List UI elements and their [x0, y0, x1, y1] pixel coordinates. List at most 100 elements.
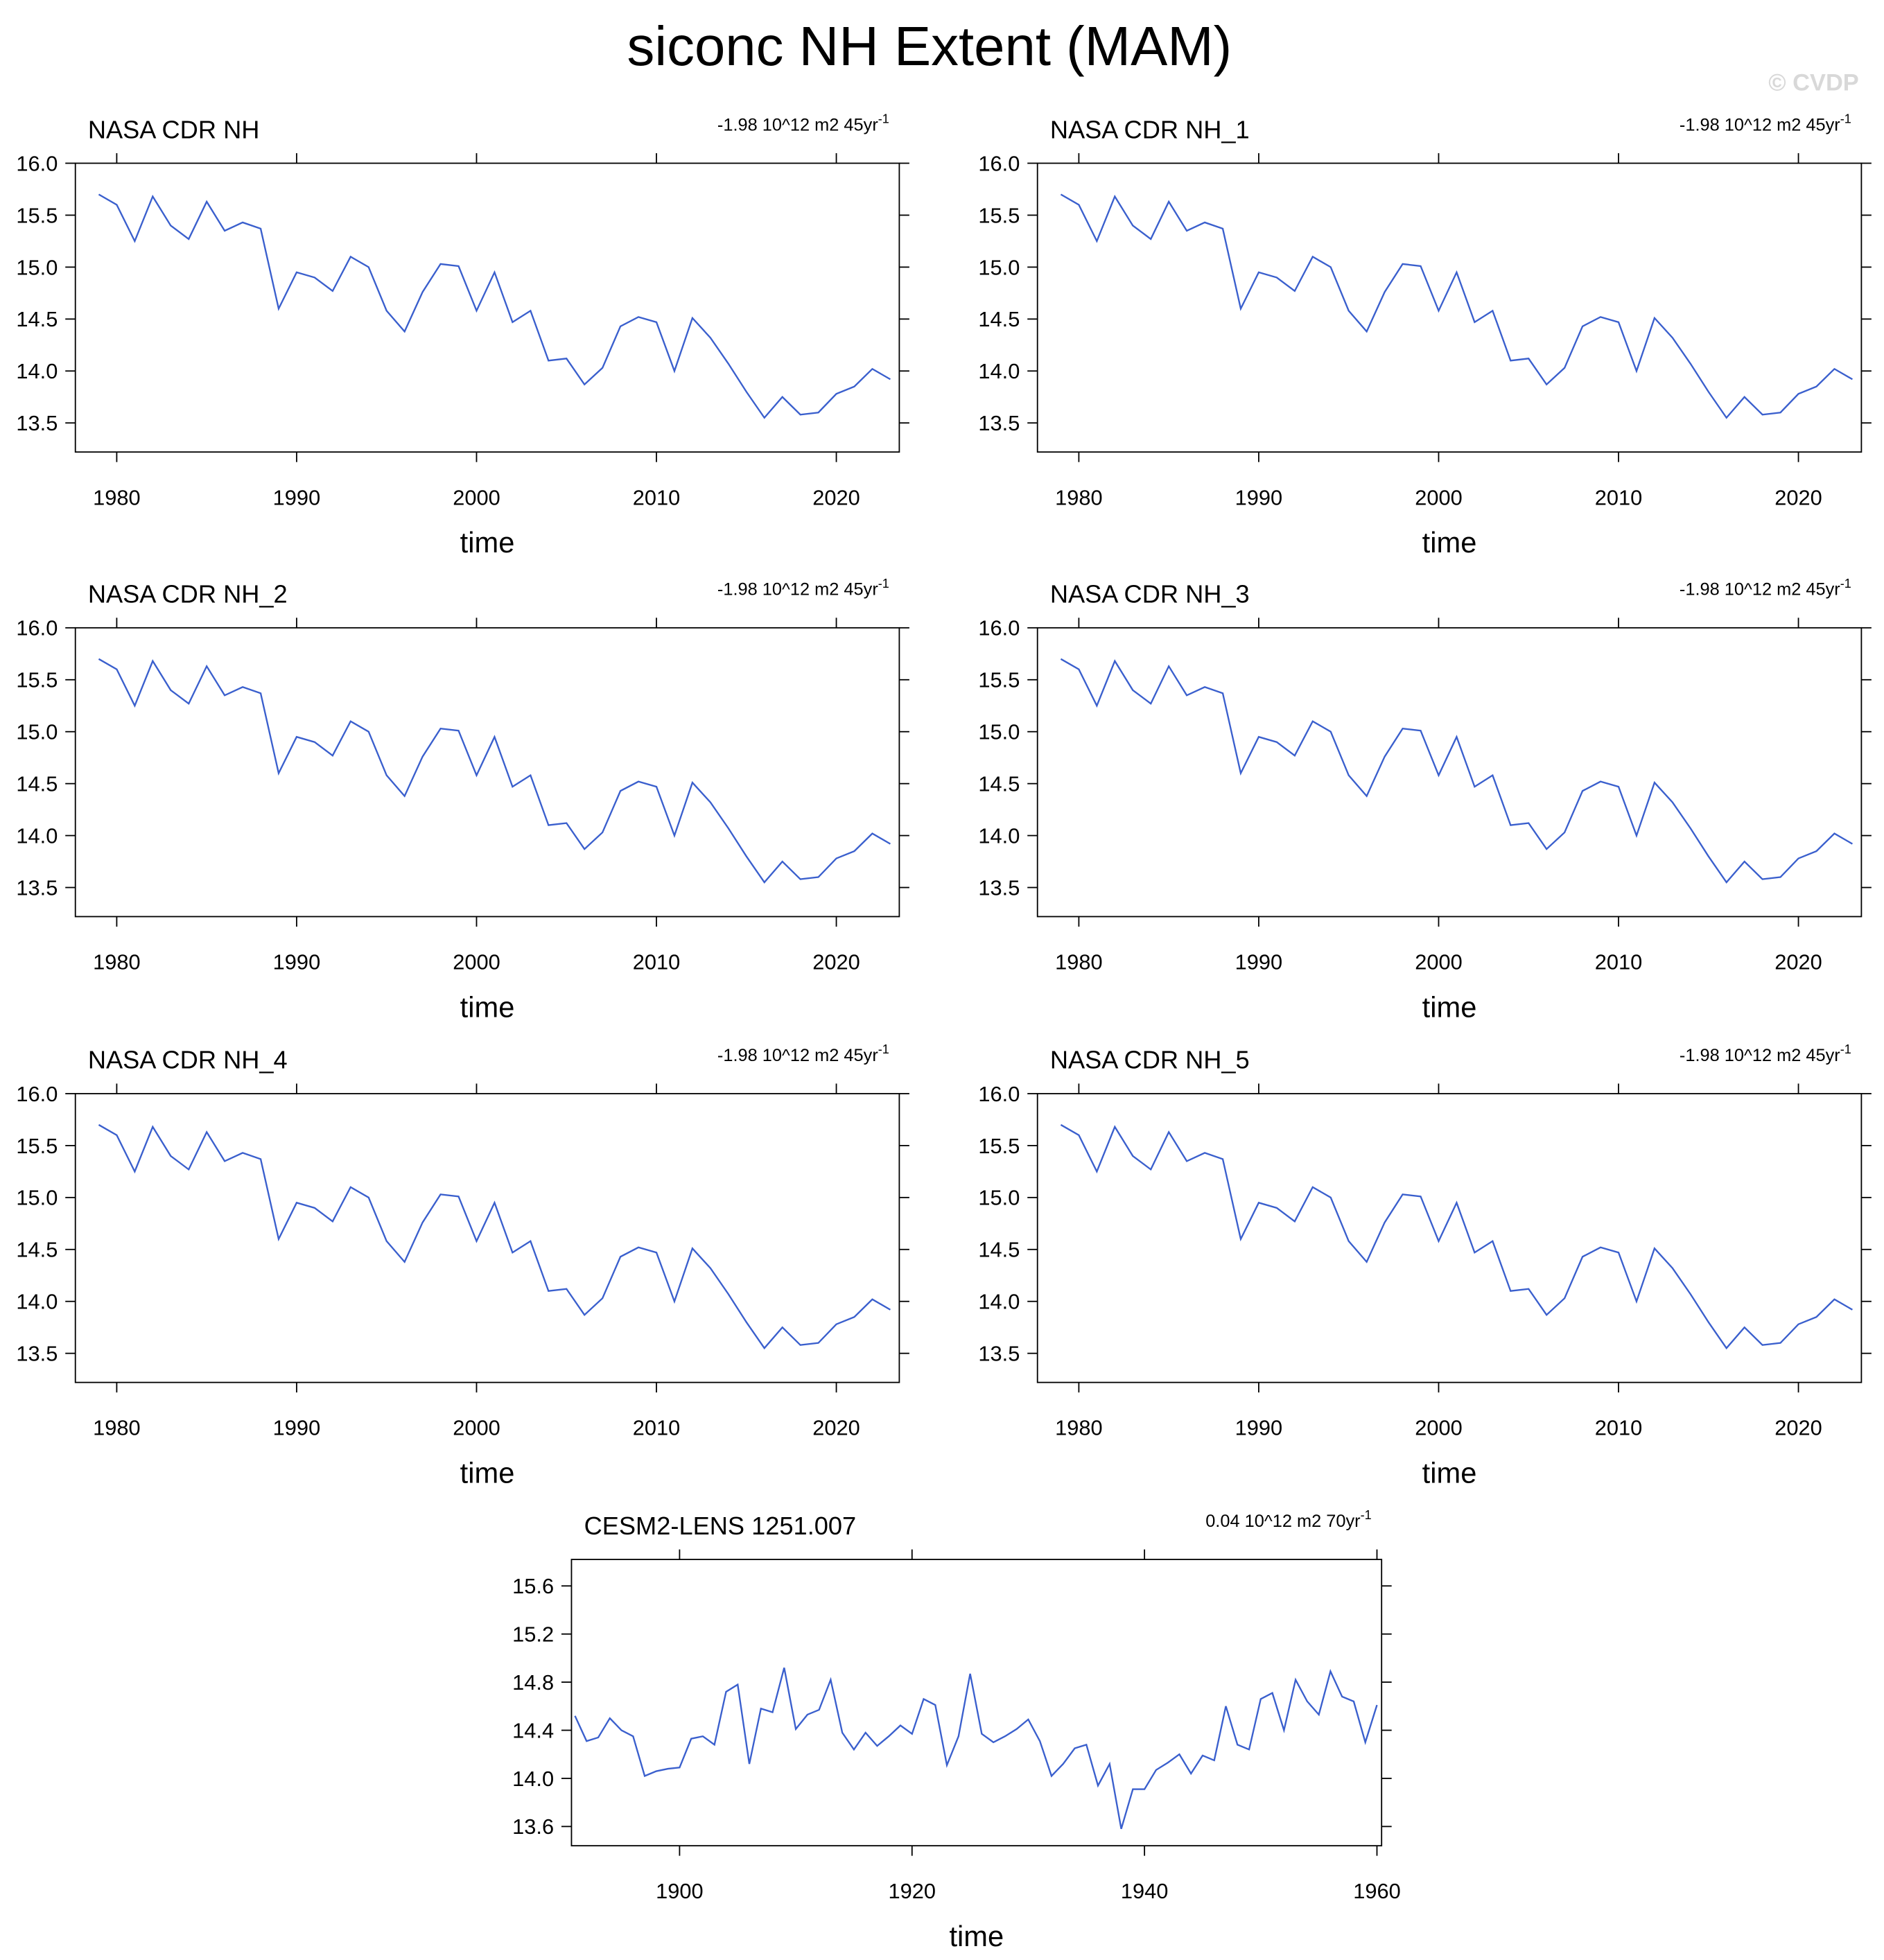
y-tick-label: 16.0 [978, 1082, 1020, 1106]
x-axis-label: time [1422, 1457, 1477, 1489]
y-tick-label: 16.0 [16, 616, 58, 640]
y-tick-label: 13.5 [16, 875, 58, 900]
x-tick-label: 2020 [1774, 1416, 1822, 1440]
y-tick-label: 16.0 [16, 1082, 58, 1106]
x-tick-label: 1990 [273, 485, 321, 509]
x-tick-label: 2020 [1774, 950, 1822, 974]
panel-title: NASA CDR NH_1 [1050, 115, 1250, 143]
figure-title: siconc NH Extent (MAM) [627, 15, 1232, 77]
plot-frame [74, 162, 900, 453]
data-line [98, 193, 891, 419]
trend-value: -1.98 10^12 m2 45yr [1680, 580, 1840, 600]
panel-title: NASA CDR NH [88, 115, 260, 143]
x-axis-label: time [949, 1920, 1004, 1952]
y-tick-label: 15.6 [512, 1574, 554, 1598]
y-tick-label: 14.0 [16, 823, 58, 848]
trend-annotation: -1.98 10^12 m2 45yr-1 [1680, 1042, 1851, 1065]
x-tick-label: 1980 [1055, 485, 1103, 509]
plot-frame [1036, 627, 1863, 918]
y-tick-label: 14.0 [16, 359, 58, 383]
plot-frame [1036, 162, 1863, 453]
y-tick-label: 14.0 [978, 359, 1020, 383]
y-tick-label: 14.5 [978, 772, 1020, 796]
x-tick-label: 2010 [1595, 1416, 1643, 1440]
y-tick-label: 14.0 [512, 1767, 554, 1791]
panel-title: CESM2-LENS 1251.007 [584, 1512, 857, 1540]
y-tick-label: 14.0 [978, 823, 1020, 848]
x-axis-label: time [1422, 990, 1477, 1023]
trend-value: -1.98 10^12 m2 45yr [717, 1046, 878, 1065]
data-line [98, 1123, 891, 1350]
x-tick-label: 1990 [1235, 1416, 1283, 1440]
y-tick-label: 14.5 [978, 1238, 1020, 1262]
y-tick-label: 15.0 [978, 720, 1020, 744]
x-tick-label: 2000 [453, 485, 500, 509]
y-tick-label: 15.0 [978, 255, 1020, 279]
y-tick-label: 15.5 [16, 203, 58, 227]
x-tick-label: 2010 [633, 950, 681, 974]
x-axis-label: time [1422, 526, 1477, 559]
trend-annotation: -1.98 10^12 m2 45yr-1 [1680, 577, 1851, 600]
trend-value: -1.98 10^12 m2 45yr [1680, 115, 1840, 134]
panel-title: NASA CDR NH_3 [1050, 580, 1250, 609]
x-tick-label: 2000 [1415, 485, 1463, 509]
x-tick-label: 2000 [1415, 1416, 1463, 1440]
trend-value: -1.98 10^12 m2 45yr [717, 115, 878, 134]
x-tick-label: 2020 [812, 485, 860, 509]
panel-title: NASA CDR NH_2 [88, 580, 288, 609]
trend-value: -1.98 10^12 m2 45yr [1680, 1046, 1840, 1065]
y-tick-label: 16.0 [978, 151, 1020, 175]
y-tick-label: 13.5 [978, 875, 1020, 900]
data-line [1060, 658, 1853, 884]
y-tick-label: 14.5 [16, 1238, 58, 1262]
trend-value: 0.04 10^12 m2 70yr [1205, 1512, 1361, 1531]
y-tick-label: 14.5 [16, 307, 58, 331]
y-tick-label: 13.6 [512, 1814, 554, 1839]
x-tick-label: 1960 [1353, 1879, 1401, 1903]
trend-exponent: -1 [878, 1042, 889, 1056]
x-tick-label: 1980 [1055, 1416, 1103, 1440]
x-tick-label: 1980 [93, 950, 141, 974]
x-tick-label: 2010 [633, 1416, 681, 1440]
y-tick-label: 15.5 [16, 668, 58, 692]
y-tick-label: 14.8 [512, 1670, 554, 1695]
y-tick-label: 14.0 [978, 1290, 1020, 1314]
trend-exponent: -1 [1840, 112, 1851, 126]
watermark: © CVDP [1768, 69, 1859, 96]
y-tick-label: 13.5 [978, 1342, 1020, 1366]
y-tick-label: 14.5 [16, 772, 58, 796]
trend-annotation: -1.98 10^12 m2 45yr-1 [1680, 112, 1851, 135]
x-tick-label: 2000 [1415, 950, 1463, 974]
x-axis-label: time [460, 526, 515, 559]
plot-frame [74, 1093, 900, 1383]
trend-exponent: -1 [878, 577, 889, 590]
plot-frame [1036, 1093, 1863, 1383]
y-tick-label: 15.5 [978, 1134, 1020, 1158]
y-tick-label: 15.5 [978, 668, 1020, 692]
y-tick-label: 13.5 [16, 1342, 58, 1366]
x-tick-label: 2010 [1595, 950, 1643, 974]
y-tick-label: 15.0 [16, 255, 58, 279]
y-tick-label: 14.0 [16, 1290, 58, 1314]
x-tick-label: 1980 [93, 485, 141, 509]
panel-title: NASA CDR NH_4 [88, 1046, 288, 1074]
x-tick-label: 1920 [889, 1879, 936, 1903]
x-tick-label: 1940 [1121, 1879, 1169, 1903]
y-tick-label: 15.5 [16, 1134, 58, 1158]
y-tick-label: 16.0 [16, 151, 58, 175]
y-tick-label: 15.5 [978, 203, 1020, 227]
x-tick-label: 1990 [1235, 485, 1283, 509]
x-tick-label: 2000 [453, 1416, 500, 1440]
x-tick-label: 1990 [273, 950, 321, 974]
trend-exponent: -1 [878, 112, 889, 126]
trend-exponent: -1 [1840, 577, 1851, 590]
trend-annotation: 0.04 10^12 m2 70yr-1 [1205, 1508, 1372, 1531]
x-tick-label: 1900 [656, 1879, 704, 1903]
y-tick-label: 15.0 [16, 720, 58, 744]
trend-exponent: -1 [1361, 1508, 1372, 1522]
y-tick-label: 14.5 [978, 307, 1020, 331]
x-tick-label: 1980 [1055, 950, 1103, 974]
